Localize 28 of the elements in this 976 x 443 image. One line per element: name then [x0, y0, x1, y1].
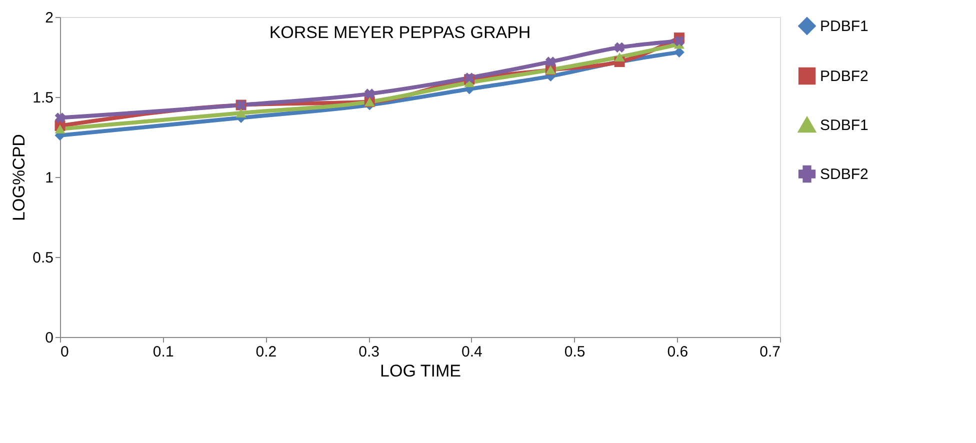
- x-tick-label: 0.4: [462, 344, 482, 360]
- x-tick-label: 0: [60, 344, 69, 360]
- y-tick-label: 1.5: [32, 90, 54, 106]
- legend-label: PDBF1: [820, 18, 868, 35]
- x-tick-label: 0.6: [667, 344, 688, 360]
- legend-label: SDBF2: [820, 166, 868, 183]
- chart-title: KORSE MEYER PEPPAS GRAPH: [269, 23, 531, 42]
- y-tick-label: 1: [45, 170, 54, 186]
- y-tick-label: 0: [45, 330, 54, 346]
- legend-label: PDBF2: [820, 68, 868, 85]
- point: [545, 56, 556, 67]
- x-tick-label: 0.1: [152, 344, 174, 360]
- x-tick-label: 0.3: [358, 344, 380, 360]
- y-tick-label: 0.5: [32, 250, 54, 266]
- point: [364, 88, 375, 99]
- point: [54, 112, 66, 123]
- x-tick-label: 0.5: [564, 344, 586, 360]
- point: [614, 52, 625, 62]
- y-tick-label: 2: [45, 10, 54, 26]
- point: [674, 36, 684, 46]
- y-axis-title: LOG%CPD: [10, 134, 29, 221]
- x-tick-label: 0.2: [256, 344, 277, 360]
- legend-label: SDBF1: [820, 117, 868, 134]
- point: [614, 42, 625, 53]
- x-axis-title: LOG TIME: [380, 362, 461, 380]
- point: [54, 124, 66, 134]
- point: [236, 108, 246, 118]
- x-tick-label: 0.7: [760, 344, 780, 360]
